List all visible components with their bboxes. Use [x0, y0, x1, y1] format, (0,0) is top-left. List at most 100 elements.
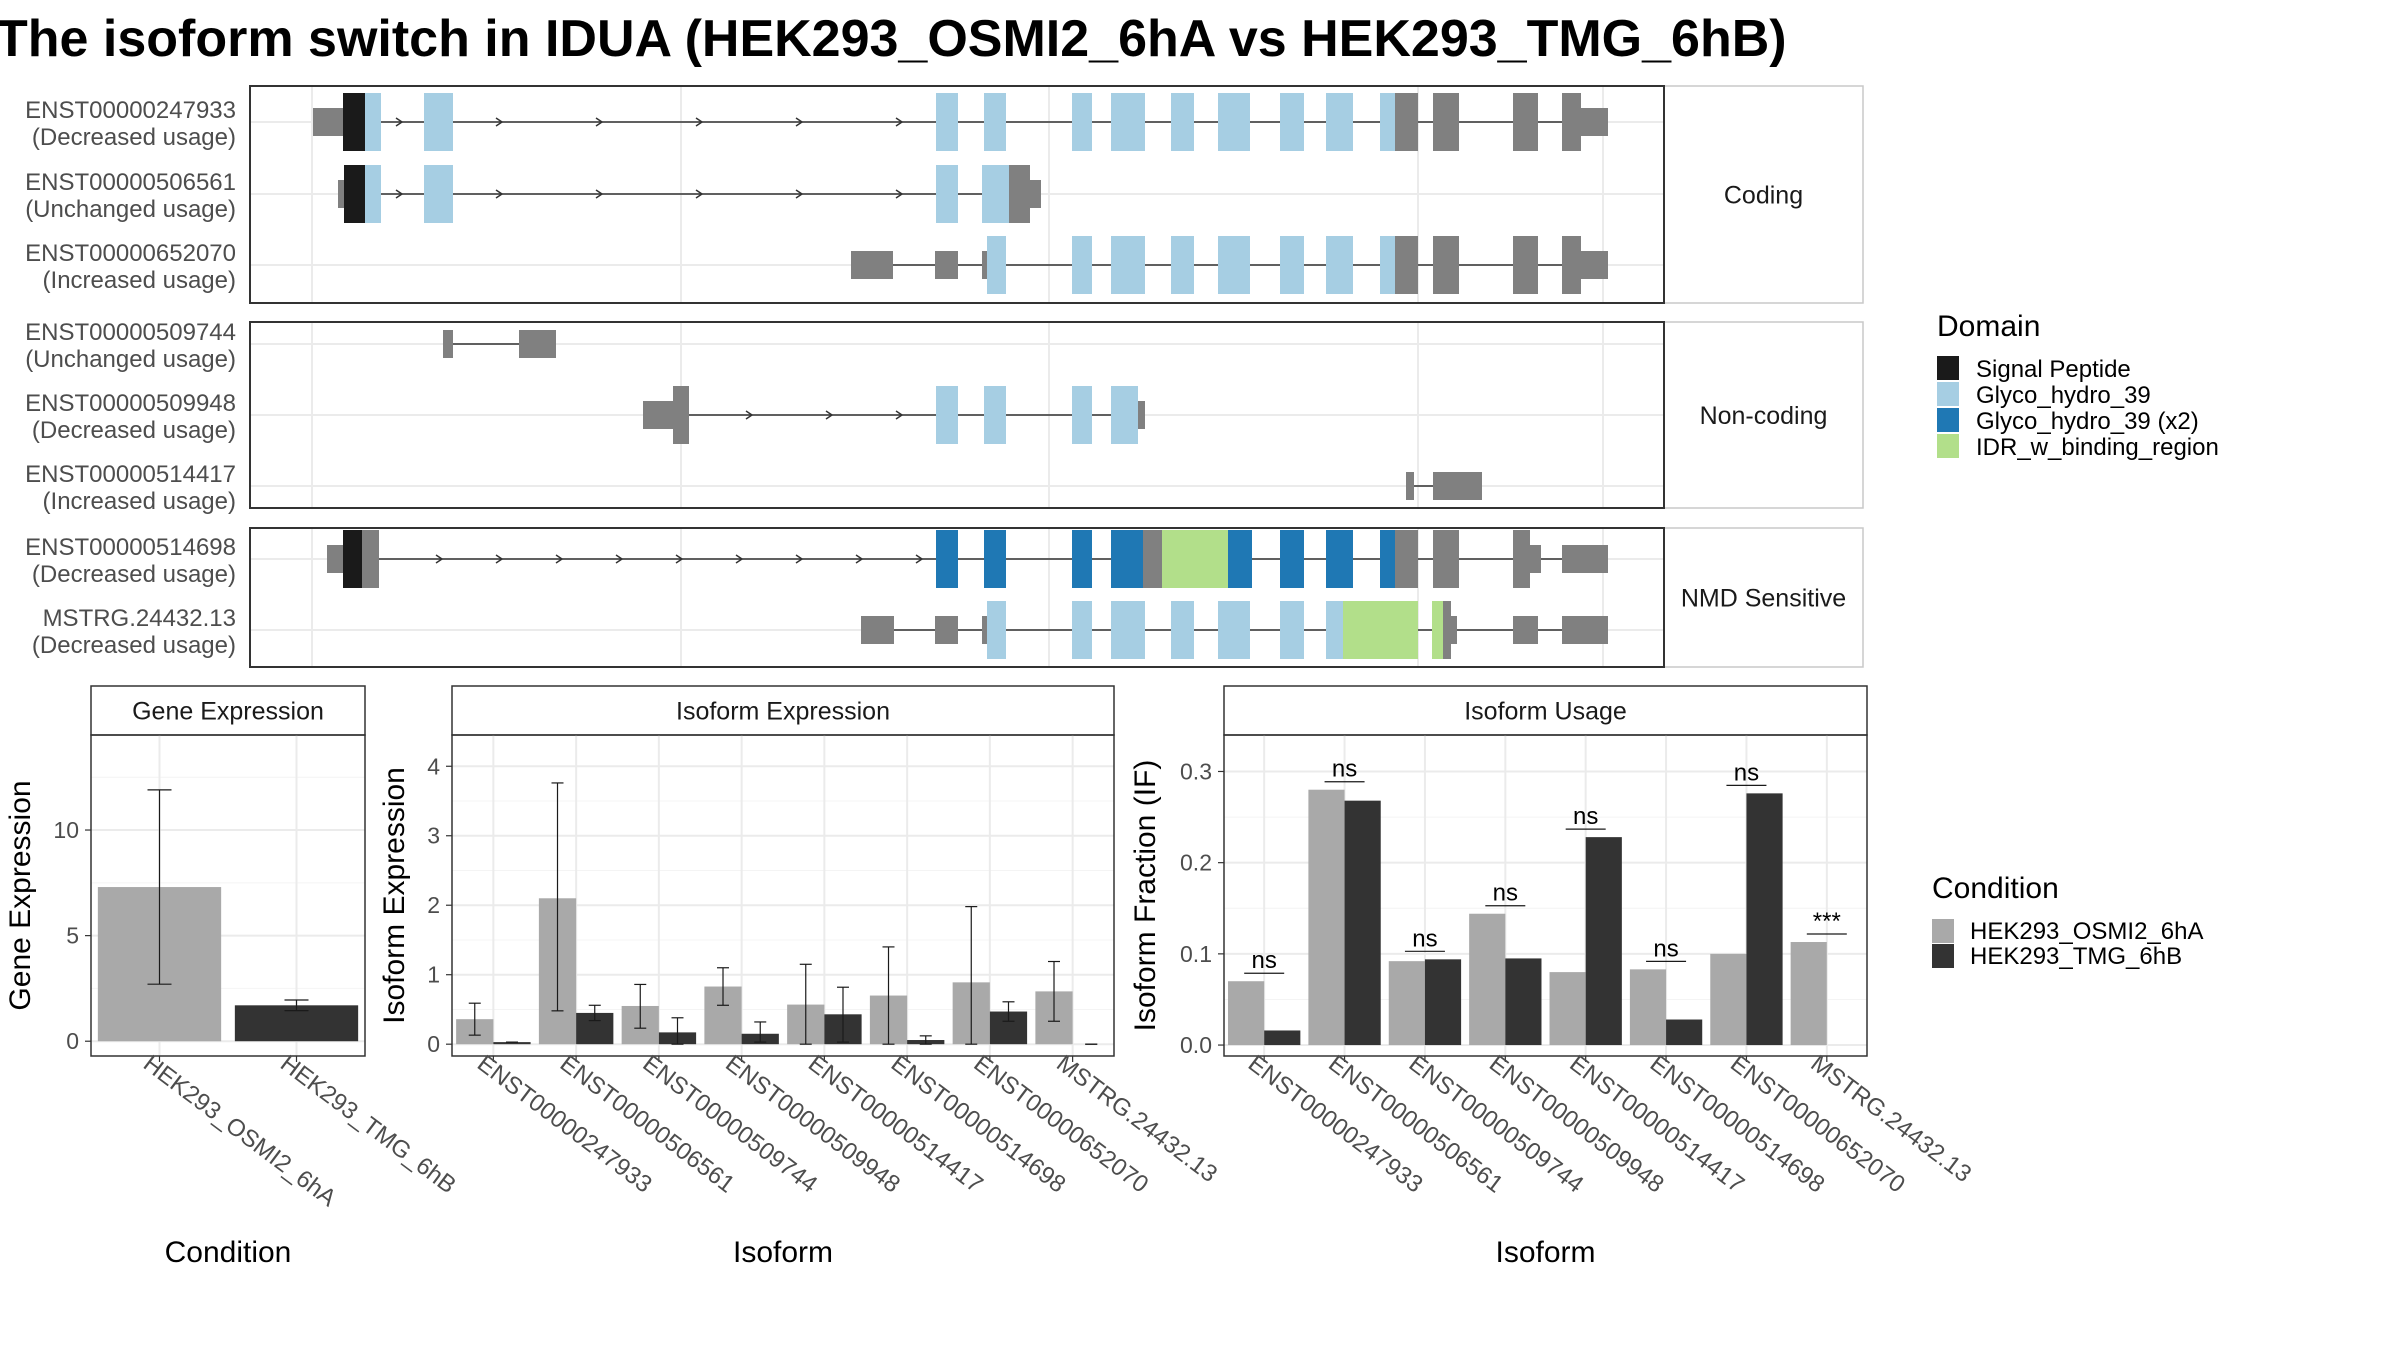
utr-exon — [1581, 108, 1608, 136]
strand-arrow — [695, 189, 704, 199]
facet-strip-label: NMD Sensitive — [1681, 585, 1846, 613]
transcript-usage-label: (Decreased usage) — [32, 632, 236, 659]
strand-arrow — [495, 117, 504, 127]
utr-exon — [338, 180, 344, 208]
condition-legend-label: HEK293_TMG_6hB — [1970, 943, 2182, 970]
coding-exon — [936, 386, 958, 444]
transcript-id-label: ENST00000509744 — [25, 319, 236, 346]
coding-exon — [984, 93, 1006, 151]
transcript-usage-label: (Decreased usage) — [32, 561, 236, 588]
domain-legend-key — [1937, 356, 1959, 380]
coding-exon — [1380, 236, 1395, 294]
coding-exon — [1218, 601, 1250, 659]
structure-facet-non-coding: Non-coding ENST00000509744(Unchanged usag… — [25, 319, 1864, 515]
utr-exon — [982, 251, 987, 279]
bar — [1308, 789, 1345, 1046]
coding-exon — [1143, 530, 1162, 588]
y-tick-label: 0.3 — [1180, 758, 1212, 784]
strand-arrow — [615, 554, 624, 564]
strand-arrow — [895, 410, 904, 420]
strand-arrow — [735, 554, 744, 564]
y-tick-label: 0 — [66, 1028, 79, 1054]
transcript-usage-label: (Unchanged usage) — [25, 196, 236, 223]
y-tick-label: 0 — [427, 1031, 440, 1057]
bar — [1746, 793, 1783, 1046]
coding-exon — [1513, 93, 1538, 151]
condition-legend-title: Condition — [1932, 872, 2059, 905]
coding-exon — [1111, 236, 1145, 294]
utr-exon — [1562, 616, 1608, 644]
coding-exon — [343, 530, 362, 588]
structure-facet-coding: Coding ENST00000247933(Decreased usage) EN… — [25, 85, 1864, 304]
utr-exon — [1581, 251, 1608, 279]
coding-exon — [424, 165, 453, 223]
y-tick-label: 0.1 — [1180, 941, 1212, 967]
x-axis-title: Isoform — [1495, 1236, 1595, 1269]
y-axis-title: Isoform Fraction (IF) — [1129, 760, 1162, 1032]
coding-exon — [1162, 530, 1228, 588]
utr-exon — [1562, 545, 1608, 573]
coding-exon — [1111, 530, 1143, 588]
y-tick-label: 2 — [427, 892, 440, 918]
coding-exon — [1343, 601, 1418, 659]
domain-legend-key — [1937, 382, 1959, 406]
coding-exon — [982, 165, 1009, 223]
transcript-usage-label: (Decreased usage) — [32, 417, 236, 444]
chart-border — [90, 734, 366, 1057]
bar — [1629, 969, 1667, 1046]
strand-arrow — [825, 410, 834, 420]
coding-exon — [424, 93, 453, 151]
chart-strip — [451, 685, 1115, 736]
strand-arrow — [795, 117, 804, 127]
transcript-id-label: ENST00000247933 — [25, 97, 236, 124]
significance-label: ns — [1653, 935, 1678, 962]
coding-exon — [987, 236, 1006, 294]
chart-title: Isoform Expression — [676, 698, 890, 726]
facet-strip — [1663, 321, 1864, 509]
transcript-id-label: ENST00000509948 — [25, 390, 236, 417]
bar — [493, 1042, 531, 1045]
coding-exon — [1326, 530, 1353, 588]
coding-exon — [1433, 236, 1459, 294]
strand-arrow — [855, 554, 864, 564]
facet-border — [249, 321, 1665, 509]
domain-legend-title: Domain — [1937, 310, 2040, 343]
coding-exon — [365, 165, 381, 223]
condition-legend-key — [1932, 944, 1954, 968]
coding-exon — [1072, 236, 1092, 294]
coding-exon — [1380, 530, 1395, 588]
y-axis-title: Isoform Expression — [378, 767, 411, 1024]
isoform-usage-chart: Isoform Usage ns ns ns ns ns ns ns *** 0.0 0.1 0.2 0… — [1129, 685, 1976, 1269]
coding-exon — [1513, 530, 1530, 588]
coding-exon — [1280, 236, 1304, 294]
utr-exon — [1530, 545, 1541, 573]
facet-strip — [1663, 85, 1864, 304]
coding-exon — [365, 93, 381, 151]
y-axis-title: Gene Expression — [4, 780, 37, 1010]
bar — [1585, 837, 1622, 1046]
significance-label: ns — [1734, 759, 1759, 786]
coding-exon — [1280, 93, 1304, 151]
transcript-usage-label: (Increased usage) — [43, 488, 236, 515]
strand-arrow — [435, 554, 444, 564]
bar — [234, 1005, 359, 1042]
strand-arrow — [675, 554, 684, 564]
coding-exon — [1326, 93, 1353, 151]
utr-exon — [982, 616, 987, 644]
y-tick-label: 10 — [53, 817, 79, 843]
coding-exon — [984, 530, 1006, 588]
significance-label: ns — [1493, 880, 1518, 907]
coding-exon — [1171, 236, 1194, 294]
utr-exon — [1406, 472, 1414, 500]
coding-exon — [673, 386, 689, 444]
strand-arrow — [745, 410, 754, 420]
figure-title: The isoform switch in IDUA (HEK293_OSMI2… — [0, 10, 1787, 68]
coding-exon — [984, 386, 1006, 444]
facet-strip — [1663, 527, 1864, 668]
domain-legend-label: Glyco_hydro_39 — [1976, 382, 2151, 409]
utr-exon — [519, 330, 556, 358]
bar — [1549, 972, 1586, 1046]
